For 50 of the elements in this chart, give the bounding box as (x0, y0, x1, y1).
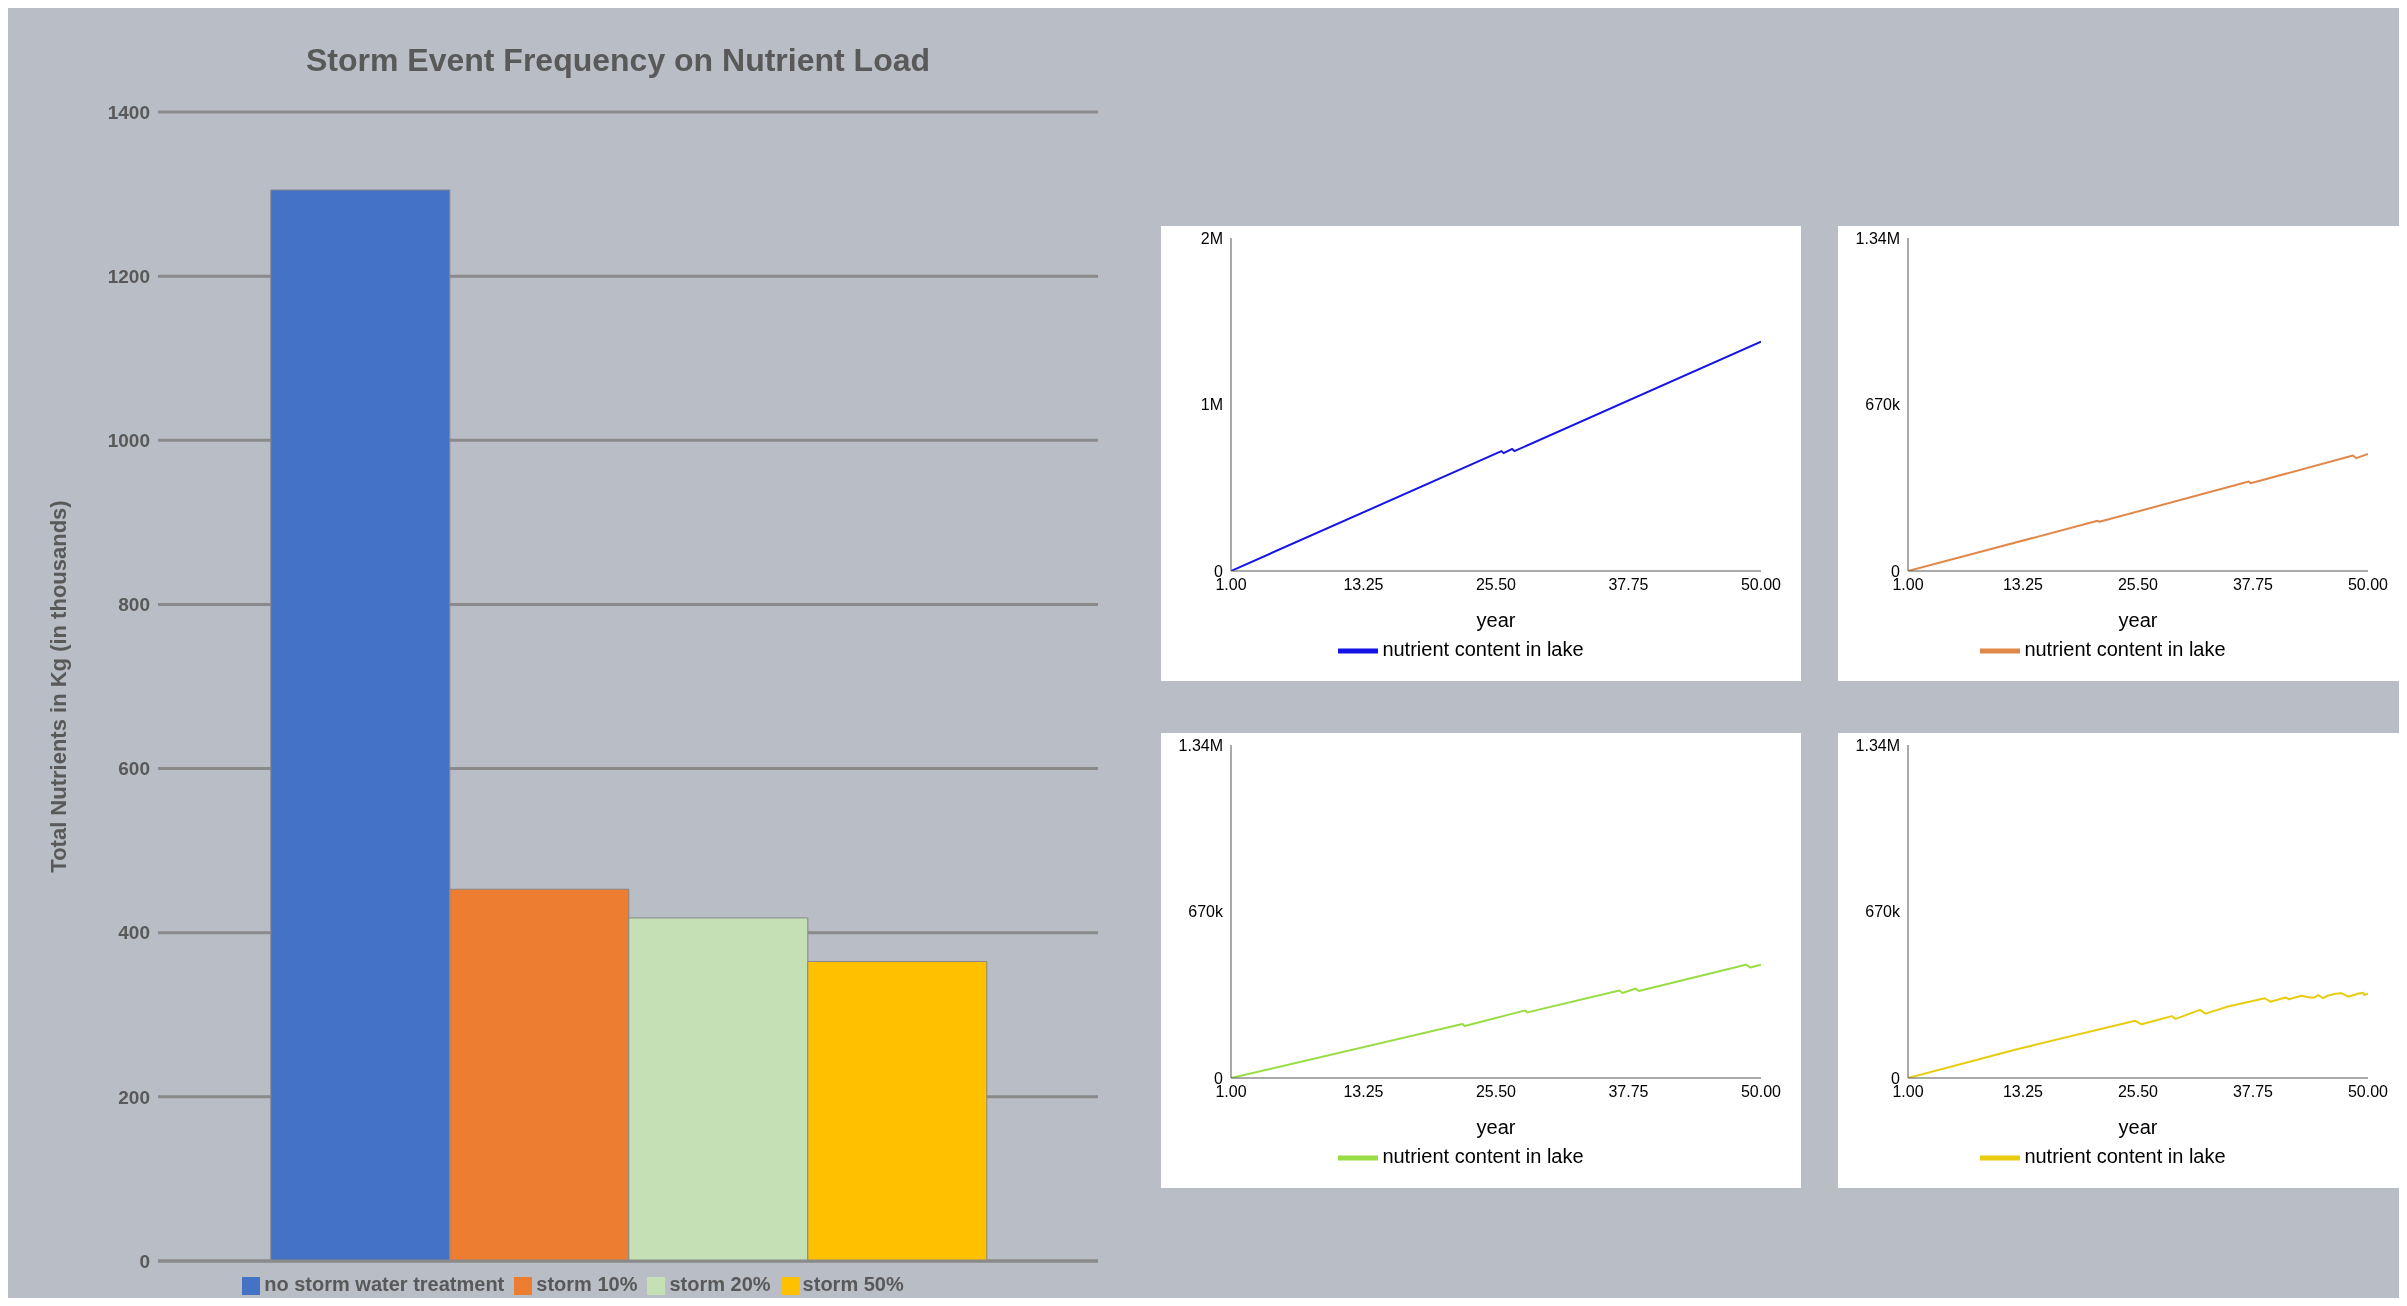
y-tick-label: 670k (1865, 903, 1901, 921)
x-tick-label: 13.25 (2002, 1083, 2044, 1101)
x-axis-title: year (1476, 1116, 1516, 1138)
x-tick-label: 13.25 (1343, 1083, 1384, 1101)
x-tick-label: 1.00 (1892, 1083, 1924, 1101)
y-tick-label: 400 (118, 922, 150, 944)
y-axis-title: Total Nutrients in Kg (in thousands) (45, 500, 71, 873)
y-tick-label: 670k (1188, 903, 1224, 921)
y-tick-label: 600 (118, 758, 150, 780)
legend-label: storm 10% (536, 1273, 638, 1295)
y-tick-label: 1400 (107, 101, 150, 123)
y-tick-label: 1.34M (1178, 736, 1223, 754)
y-tick-label: 1200 (107, 265, 150, 287)
x-axis-title: year (2118, 1116, 2158, 1138)
legend-label: storm 20% (669, 1273, 771, 1295)
legend-label: storm 50% (802, 1273, 904, 1295)
legend-label: nutrient content in lake (1382, 638, 1584, 661)
x-tick-label: 37.75 (1608, 1083, 1649, 1101)
x-tick-label: 25.50 (2117, 576, 2159, 594)
x-tick-label: 25.50 (2117, 1083, 2159, 1101)
x-tick-label: 1.00 (1892, 576, 1924, 594)
x-tick-label: 50.00 (2347, 576, 2389, 594)
y-tick-label: 1M (1200, 396, 1223, 414)
x-tick-label: 37.75 (2232, 576, 2274, 594)
y-tick-label: 2M (1200, 229, 1223, 247)
chart-title: Storm Event Frequency on Nutrient Load (304, 41, 932, 80)
x-tick-label: 1.00 (1215, 1083, 1247, 1101)
legend-label: nutrient content in lake (1382, 1145, 1584, 1168)
x-tick-label: 50.00 (1740, 1083, 1782, 1101)
legend-label: nutrient content in lake (2024, 638, 2226, 661)
x-axis-title: year (1476, 609, 1516, 631)
y-tick-label: 200 (118, 1086, 150, 1108)
y-tick-label: 670k (1865, 396, 1901, 414)
x-tick-label: 37.75 (2232, 1083, 2274, 1101)
x-tick-label: 25.50 (1475, 576, 1517, 594)
x-tick-label: 37.75 (1608, 576, 1649, 594)
x-tick-label: 1.00 (1215, 576, 1247, 594)
x-axis-title: year (2118, 609, 2158, 631)
x-tick-label: 50.00 (2347, 1083, 2389, 1101)
x-tick-label: 25.50 (1475, 1083, 1517, 1101)
y-tick-label: 1.34M (1855, 229, 1900, 247)
x-tick-label: 50.00 (1740, 576, 1782, 594)
y-tick-label: 0 (139, 1250, 150, 1272)
x-tick-label: 13.25 (1343, 576, 1384, 594)
legend-label: no storm water treatment (264, 1273, 505, 1295)
y-tick-label: 1000 (107, 430, 150, 452)
y-tick-label: 1.34M (1855, 736, 1900, 754)
y-tick-label: 800 (118, 594, 150, 616)
x-tick-label: 13.25 (2002, 576, 2044, 594)
legend-label: nutrient content in lake (2024, 1145, 2226, 1168)
